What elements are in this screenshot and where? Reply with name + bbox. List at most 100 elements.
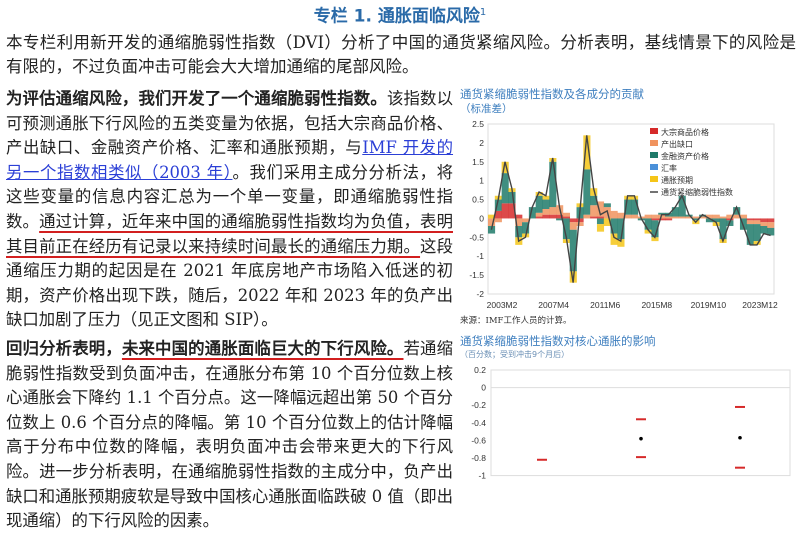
bar-output_gap (692, 216, 700, 219)
bar-financial (678, 195, 686, 217)
bar-financial (542, 199, 550, 209)
bar-output_gap (535, 212, 543, 217)
y-tick-label: -0.6 (471, 435, 486, 445)
y-tick-label: 0 (479, 213, 484, 223)
bar-commodity (542, 214, 550, 219)
footnote-marker[interactable]: 1 (479, 7, 487, 18)
chart1-source: 来源：IMF工作人员的计算。 (460, 316, 572, 326)
text: 。我们采用主成分分析法，将这些变量的信息内容汇总为一个单一变量，即通缩脆弱性指数… (6, 162, 453, 231)
bar-output_gap (665, 216, 673, 219)
two-column-layout: 为评估通缩风险，我们开发了一个通缩脆弱性指数。该指数以可预测通胀下行风险的五类变… (0, 87, 800, 534)
x-tick-label: 2007M4 (538, 300, 569, 310)
bar-output_gap (726, 214, 734, 219)
bar-output_gap (705, 214, 714, 219)
bar-commodity (665, 218, 673, 221)
bar-expectations (535, 192, 543, 196)
bar-financial (631, 199, 639, 215)
bar-output_gap (644, 214, 652, 219)
legend-swatch (650, 152, 658, 158)
x-tick-label: 2003M2 (487, 300, 518, 310)
bar-financial (501, 173, 509, 204)
paragraph-2: 回归分析表明，未来中国的通胀面临巨大的下行风险。若通缩脆弱性指数受到负面冲击，在… (6, 337, 453, 534)
bar-financial (753, 224, 761, 242)
bar-financial (603, 203, 611, 208)
y-tick-label: -1.5 (469, 270, 484, 280)
bar-commodity (556, 214, 564, 219)
bar-financial (556, 218, 564, 221)
red-underlined-text: 通过计算，近年来中国的通缩脆弱性指数均为负值，表明其目前正在经历有记录以来持续时… (6, 211, 453, 256)
paragraph-1: 为评估通缩风险，我们开发了一个通缩脆弱性指数。该指数以可预测通胀下行风险的五类变… (6, 87, 453, 333)
page-title: 专栏 1. 通胀面临风险1 (0, 0, 800, 29)
bar-financial (624, 199, 632, 215)
bar-financial (617, 218, 625, 240)
x-tick-label: 2019M10 (691, 300, 727, 310)
bar-financial (522, 222, 530, 234)
y-tick-label: 2 (479, 138, 484, 148)
legend-swatch (650, 176, 658, 182)
bar-commodity (590, 216, 598, 219)
bar-commodity (569, 218, 577, 223)
y-tick-label: 0 (481, 383, 486, 393)
bar-output_gap (583, 214, 591, 219)
bar-output_gap (542, 209, 550, 215)
bar-output_gap (488, 218, 496, 226)
bold-lead: 为评估通缩风险，我们开发了一个通缩脆弱性指数。 (6, 89, 387, 108)
title-text: 专栏 1. 通胀面临风险 (313, 6, 480, 27)
chart2-dvi-impact: 0.2 0 -0.2 -0.4 -0.6 -0.8 -1 (471, 365, 791, 481)
index-line (490, 135, 771, 283)
bar-financial (746, 224, 754, 245)
x-tick-label: 2015M8 (641, 300, 672, 310)
bar-commodity (494, 210, 502, 219)
bar-financial (712, 218, 720, 223)
bar-output_gap (576, 222, 584, 226)
bar-output_gap (671, 216, 679, 219)
chart1-title: 通货紧缩脆弱性指数及各成分的贡献 (460, 87, 644, 101)
bar-commodity (658, 218, 666, 221)
legend-label: 汇率 (661, 163, 677, 173)
bar-financial (583, 169, 591, 215)
bar-commodity (535, 216, 543, 219)
bar-commodity (501, 203, 509, 219)
bar-output_gap (678, 216, 686, 219)
y-tick-label: -0.2 (471, 400, 486, 410)
bar-expectations (651, 237, 659, 242)
bar-financial (739, 218, 748, 230)
bar-financial (610, 218, 618, 234)
bar-output_gap (753, 220, 761, 225)
bar-financial (590, 195, 598, 206)
bar-financial (644, 218, 652, 230)
bar-financial (596, 218, 605, 225)
bar-output_gap (494, 218, 502, 223)
estimate-point (738, 435, 742, 440)
bar-commodity (651, 218, 659, 221)
bar-financial (658, 212, 666, 215)
bar-expectations (590, 188, 598, 196)
chart1-subtitle: （标准差） (460, 103, 513, 115)
bar-commodity (576, 218, 584, 223)
bar-output_gap (685, 216, 693, 219)
y-tick-label: 1.5 (472, 157, 484, 167)
bar-output_gap (719, 216, 727, 219)
bar-output_gap (746, 220, 754, 225)
bar-financial (494, 199, 502, 211)
bar-financial (535, 195, 543, 213)
imf-index-link[interactable]: IMF 开发的另一个指数相类似（2003 年） (6, 138, 454, 182)
legend-swatch (650, 128, 658, 134)
bar-expectations (542, 195, 550, 200)
y-tick-label: -0.4 (471, 418, 486, 428)
bar-commodity (596, 216, 605, 219)
plot-area (487, 123, 775, 295)
text-column: 为评估通缩风险，我们开发了一个通缩脆弱性指数。该指数以可预测通胀下行风险的五类变… (6, 87, 453, 534)
legend-label: 通胀预期 (661, 175, 693, 185)
text: 这段通缩压力期的起因是在 2021 年底房地产市场陷入低迷的初期，资产价格出现下… (6, 236, 453, 330)
y-tick-label: -2 (476, 289, 484, 299)
bar-commodity (760, 218, 768, 223)
bar-expectations (488, 214, 496, 219)
bar-financial (705, 218, 714, 223)
intro-paragraph: 本专栏利用新开发的通缩脆弱性指数（DVI）分析了中国的通货紧缩风险。分析表明，基… (6, 33, 796, 76)
legend-swatch (650, 164, 658, 170)
bar-expectations (603, 218, 611, 226)
bar-expectations (617, 239, 625, 247)
bar-commodity (515, 214, 523, 219)
